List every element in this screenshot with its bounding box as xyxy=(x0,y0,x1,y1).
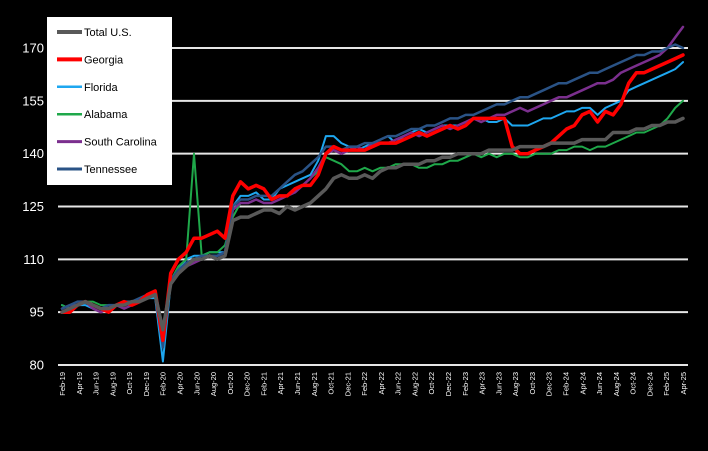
x-tick-label: Oct-20 xyxy=(226,372,235,395)
y-axis-ticks: 80 95 110 125 140 155 170 xyxy=(22,41,44,373)
y-tick-label: 110 xyxy=(23,252,44,267)
gridlines xyxy=(58,47,688,366)
legend-label: Alabama xyxy=(84,109,128,121)
series-lines xyxy=(60,25,685,363)
y-tick-label: 140 xyxy=(22,146,44,161)
x-tick-label: Apr-24 xyxy=(578,372,587,395)
legend-label: Florida xyxy=(84,82,119,94)
legend-label: Georgia xyxy=(84,54,124,66)
x-tick-label: Aug-22 xyxy=(410,372,419,396)
x-tick-label: Aug-20 xyxy=(209,372,218,396)
x-tick-label: Aug-21 xyxy=(310,372,319,396)
legend-box xyxy=(47,17,172,185)
x-tick-label: Dec-23 xyxy=(545,372,554,396)
x-tick-label: Apr-19 xyxy=(75,372,84,395)
legend: Total U.S. Georgia Florida Alabama South Car… xyxy=(47,17,172,185)
x-axis-ticks: Feb-19 Apr-19 Jun-19 Aug-19 Oct-19 Dec-19 Feb-… xyxy=(58,372,688,396)
x-tick-label: Apr-23 xyxy=(478,372,487,395)
x-tick-label: Dec-22 xyxy=(444,372,453,396)
x-tick-label: Dec-21 xyxy=(343,372,352,396)
x-tick-label: Aug-19 xyxy=(108,372,117,396)
x-tick-label: Jun-23 xyxy=(494,372,503,395)
x-tick-label: Feb-19 xyxy=(58,372,67,396)
x-tick-label: Jun-19 xyxy=(92,372,101,395)
x-tick-label: Apr-25 xyxy=(679,372,688,395)
x-tick-label: Jun-24 xyxy=(595,372,604,395)
x-tick-label: Aug-24 xyxy=(612,372,621,396)
x-tick-label: Dec-19 xyxy=(142,372,151,396)
y-tick-label: 125 xyxy=(22,199,44,214)
x-tick-label: Oct-23 xyxy=(528,372,537,395)
x-tick-label: Jun-22 xyxy=(394,372,403,395)
legend-label: Tennessee xyxy=(84,164,137,176)
x-tick-label: Aug-23 xyxy=(511,372,520,396)
y-tick-label: 170 xyxy=(22,41,44,56)
y-tick-label: 155 xyxy=(22,93,44,108)
x-tick-label: Oct-22 xyxy=(427,372,436,395)
y-tick-label: 95 xyxy=(30,305,44,320)
x-tick-label: Feb-22 xyxy=(360,372,369,396)
x-tick-label: Feb-23 xyxy=(461,372,470,396)
x-tick-label: Feb-21 xyxy=(259,372,268,396)
x-tick-label: Feb-20 xyxy=(159,372,168,396)
x-tick-label: Apr-22 xyxy=(377,372,386,395)
x-tick-label: Oct-24 xyxy=(629,372,638,395)
x-tick-label: Feb-25 xyxy=(662,372,671,396)
x-tick-label: Apr-21 xyxy=(276,372,285,395)
legend-label: South Carolina xyxy=(84,137,158,149)
series-line-total-u-s- xyxy=(60,116,685,332)
x-tick-label: Dec-24 xyxy=(645,372,654,396)
x-tick-label: Dec-20 xyxy=(243,372,252,396)
x-tick-label: Feb-24 xyxy=(562,372,571,396)
x-tick-label: Jun-20 xyxy=(192,372,201,395)
legend-label: Total U.S. xyxy=(84,27,132,39)
x-tick-label: Oct-19 xyxy=(125,372,134,395)
x-tick-label: Jun-21 xyxy=(293,372,302,395)
x-tick-label: Oct-21 xyxy=(327,372,336,395)
x-tick-label: Apr-20 xyxy=(175,372,184,395)
y-tick-label: 80 xyxy=(30,358,44,373)
